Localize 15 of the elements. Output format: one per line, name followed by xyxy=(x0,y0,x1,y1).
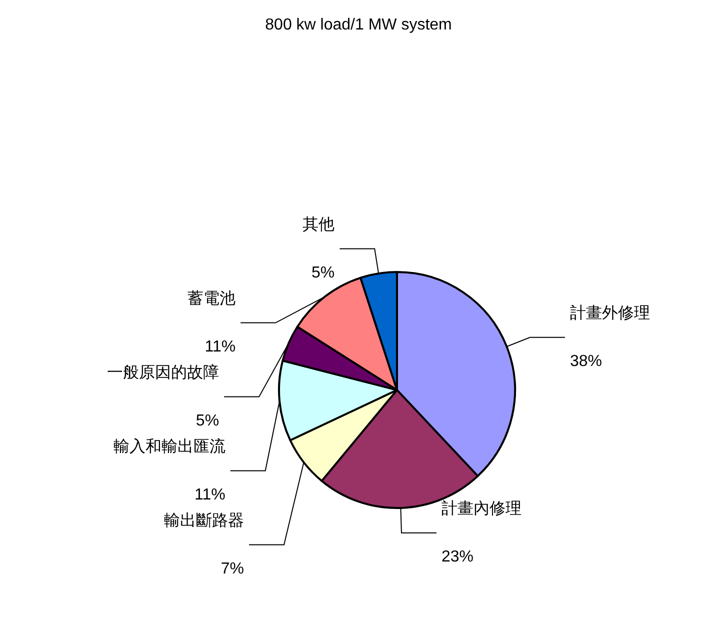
data-label: 5% xyxy=(196,412,220,430)
slice-label: 輸入和輸出匯流 xyxy=(113,437,226,456)
data-label: 38% xyxy=(570,352,602,370)
slice-label: 計畫外修理 xyxy=(570,304,650,322)
slice-label: 一般原因的故障 xyxy=(107,363,220,382)
slice-label: 蓄電池 xyxy=(188,289,236,308)
slice-label: 計畫內修理 xyxy=(441,499,522,518)
data-label: 23% xyxy=(441,548,474,566)
data-label: 11% xyxy=(204,338,236,356)
chart-title: 800 kw load/1 MW system xyxy=(265,16,452,34)
data-label: 11% xyxy=(194,486,226,504)
data-label: 5% xyxy=(312,264,335,282)
slice-label: 其他 xyxy=(302,215,335,234)
slice-label: 輸出斷路器 xyxy=(164,511,244,530)
data-label: 7% xyxy=(220,560,244,578)
